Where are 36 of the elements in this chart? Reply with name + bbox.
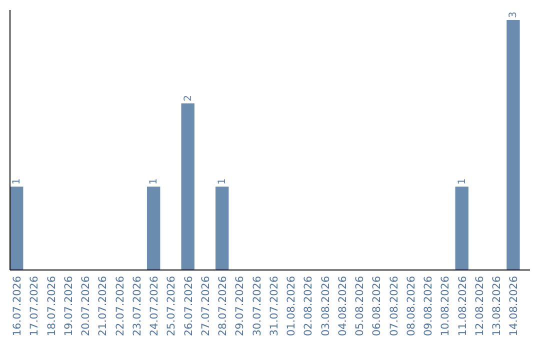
- x-tick-label: 11.08.2026: [456, 276, 469, 336]
- x-tick-label: 28.07.2026: [217, 276, 230, 336]
- x-tick-label: 23.07.2026: [131, 276, 144, 336]
- x-tick-label: 13.08.2026: [491, 276, 504, 336]
- x-tick-label: 27.07.2026: [200, 276, 212, 336]
- x-tick-label: 12.08.2026: [474, 276, 486, 336]
- x-tick-label: 30.07.2026: [251, 276, 264, 336]
- data-label: 1: [148, 178, 160, 185]
- x-tick-label: 09.08.2026: [422, 276, 435, 336]
- x-tick-label: 10.08.2026: [440, 276, 452, 336]
- x-tick-label: 21.07.2026: [97, 276, 110, 336]
- x-tick-label: 01.08.2026: [286, 276, 298, 336]
- data-label: 1: [217, 178, 228, 185]
- x-tick-label: 29.07.2026: [234, 276, 246, 336]
- x-tick-label: 02.08.2026: [302, 276, 315, 336]
- x-tick-label: 26.07.2026: [182, 276, 195, 336]
- x-tick-label: 18.07.2026: [46, 276, 58, 336]
- x-tick-label: 05.08.2026: [354, 276, 366, 336]
- x-tick-label: 03.08.2026: [320, 276, 332, 336]
- x-tick-label: 08.08.2026: [405, 276, 418, 336]
- x-tick-label: 06.08.2026: [371, 276, 384, 336]
- x-tick-label: 22.07.2026: [114, 276, 126, 336]
- x-tick-label: 19.07.2026: [62, 276, 75, 336]
- x-tick-label: 07.08.2026: [388, 276, 400, 336]
- x-tick-label: 20.07.2026: [80, 276, 92, 336]
- data-label: 2: [182, 94, 194, 102]
- data-label: 1: [12, 178, 23, 185]
- data-label: 3: [508, 12, 520, 18]
- x-tick-label: 16.07.2026: [12, 276, 24, 336]
- x-tick-label: 14.08.2026: [508, 276, 520, 336]
- data-label: 1: [456, 178, 468, 185]
- x-tick-label: 25.07.2026: [166, 276, 178, 336]
- x-tick-label: 17.07.2026: [28, 276, 41, 336]
- x-tick-label: 04.08.2026: [336, 276, 349, 336]
- x-tick-label: 31.07.2026: [268, 276, 280, 336]
- x-tick-label: 24.07.2026: [148, 276, 161, 336]
